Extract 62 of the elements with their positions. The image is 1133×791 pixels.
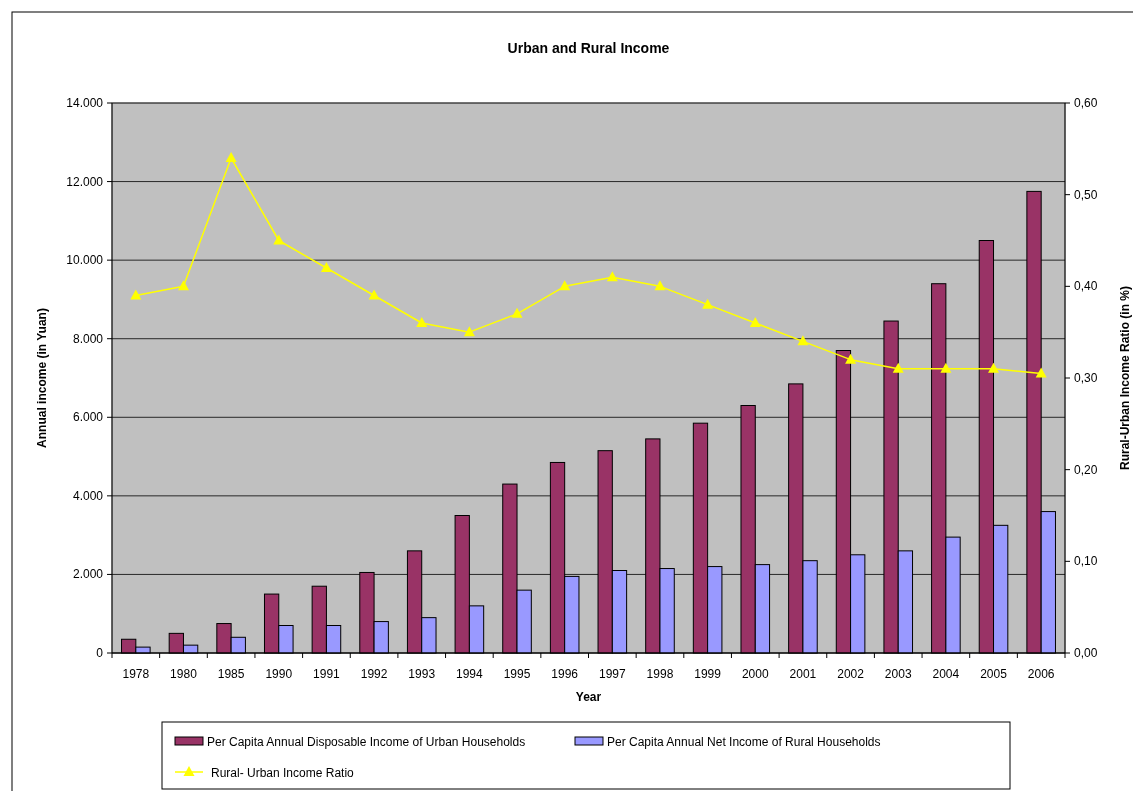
y2-tick-label: 0,20 xyxy=(1074,462,1098,477)
y2-tick-label: 0,00 xyxy=(1074,646,1098,660)
y-tick-label: 14.000 xyxy=(66,96,104,110)
legend-label: Per Capita Annual Net Income of Rural Households xyxy=(607,735,881,749)
x-tick-label: 1978 xyxy=(122,667,150,681)
point xyxy=(606,271,618,282)
point xyxy=(177,280,189,291)
y2-tick-label: 0,40 xyxy=(1074,279,1098,294)
point xyxy=(463,326,475,337)
y2-axis-title: Rural-Urban Income Ratio (in %) xyxy=(1118,285,1132,471)
y2-tick-label: 0,60 xyxy=(1074,96,1098,110)
x-tick-label: 1993 xyxy=(408,667,436,681)
chart-title: Urban and Rural Income xyxy=(507,40,670,56)
x-tick-label: 2002 xyxy=(837,667,865,681)
point xyxy=(1035,367,1047,378)
y-tick-label: 6.000 xyxy=(72,410,104,425)
x-axis-title: Year xyxy=(575,690,602,704)
y-axis-title: Annual income (in Yuan) xyxy=(35,308,49,448)
y-tick-label: 8.000 xyxy=(72,331,104,346)
x-tick-label: 2005 xyxy=(980,667,1008,681)
point xyxy=(511,307,523,318)
x-tick-label: 2004 xyxy=(932,667,960,681)
x-tick-label: 1994 xyxy=(456,667,484,681)
x-tick-label: 1998 xyxy=(646,667,674,681)
point xyxy=(654,280,666,291)
x-tick-label: 2003 xyxy=(884,667,912,681)
legend-label: Per Capita Annual Disposable Income of Urban Households xyxy=(207,735,526,749)
x-tick-label: 1980 xyxy=(170,667,198,681)
point xyxy=(988,362,1000,373)
point xyxy=(797,335,809,346)
x-tick-label: 1990 xyxy=(265,667,293,681)
y-tick-label: 10.000 xyxy=(66,253,104,268)
x-tick-label: 1996 xyxy=(551,667,579,681)
x-tick-label: 1999 xyxy=(694,667,722,681)
point xyxy=(845,353,857,364)
x-tick-label: 1992 xyxy=(360,667,388,681)
legend-label: Rural- Urban Income Ratio xyxy=(211,766,355,780)
point xyxy=(559,280,571,291)
y-tick-label: 2.000 xyxy=(72,567,104,582)
point xyxy=(749,317,761,327)
point xyxy=(320,262,332,272)
point xyxy=(225,152,237,162)
x-tick-label: 2001 xyxy=(789,667,817,681)
point xyxy=(130,289,142,300)
point xyxy=(368,289,380,300)
point xyxy=(940,362,952,373)
y2-tick-label: 0,30 xyxy=(1074,371,1098,385)
x-tick-label: 1985 xyxy=(217,667,245,681)
point xyxy=(702,298,714,309)
x-tick-label: 2000 xyxy=(741,667,769,681)
point xyxy=(273,234,285,245)
point xyxy=(892,362,904,373)
point xyxy=(416,317,428,327)
y2-tick-label: 0,50 xyxy=(1074,187,1098,202)
y-tick-label: 4.000 xyxy=(72,488,104,503)
y-tick-label: 12.000 xyxy=(66,174,104,189)
x-tick-label: 1995 xyxy=(503,667,531,681)
y2-tick-label: 0,10 xyxy=(1074,554,1098,569)
x-tick-label: 1997 xyxy=(598,667,626,681)
x-tick-label: 2006 xyxy=(1027,667,1055,681)
y-tick-label: 0 xyxy=(96,646,104,660)
x-tick-label: 1991 xyxy=(313,667,341,681)
